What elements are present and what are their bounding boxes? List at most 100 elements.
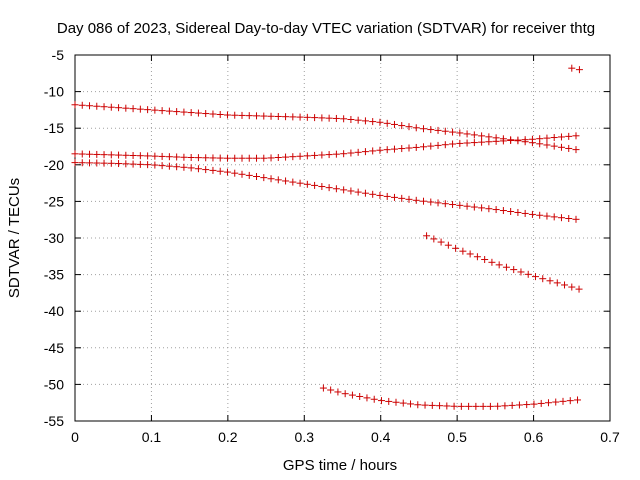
data-point xyxy=(550,134,558,142)
data-point xyxy=(253,154,261,162)
data-point xyxy=(144,152,152,160)
data-point xyxy=(303,152,311,160)
data-point xyxy=(107,103,115,111)
data-point xyxy=(502,263,510,271)
x-tick-label: 0.1 xyxy=(142,429,162,445)
data-point xyxy=(165,153,173,161)
data-point xyxy=(245,112,253,120)
data-point xyxy=(136,160,144,168)
data-point xyxy=(71,150,79,158)
data-point xyxy=(86,102,94,110)
data-point xyxy=(173,153,181,161)
data-point xyxy=(572,132,580,140)
data-point xyxy=(267,154,275,162)
data-point xyxy=(311,114,319,122)
data-point xyxy=(377,397,385,405)
data-point xyxy=(565,144,573,152)
data-point xyxy=(376,191,384,199)
data-point xyxy=(151,106,159,114)
data-point xyxy=(430,235,438,243)
data-point xyxy=(144,161,152,169)
data-point xyxy=(100,159,108,167)
data-point xyxy=(173,108,181,116)
data-point xyxy=(499,207,507,215)
data-point xyxy=(332,185,340,193)
data-point xyxy=(420,197,428,205)
data-point xyxy=(296,179,304,187)
data-point xyxy=(414,401,422,409)
data-point xyxy=(289,153,297,161)
data-point xyxy=(194,154,202,162)
data-point xyxy=(507,136,515,144)
data-point xyxy=(450,402,458,410)
data-point xyxy=(574,396,582,404)
data-point xyxy=(122,104,130,112)
data-point xyxy=(238,111,246,119)
data-point xyxy=(449,201,457,209)
data-point xyxy=(369,147,377,155)
data-point xyxy=(340,115,348,123)
data-point xyxy=(557,133,565,141)
data-point xyxy=(466,250,474,258)
data-point xyxy=(115,151,123,159)
data-point xyxy=(223,111,231,119)
data-point xyxy=(165,162,173,170)
data-point xyxy=(524,270,532,278)
data-point xyxy=(553,279,561,287)
data-point xyxy=(523,401,531,409)
x-tick-label: 0.5 xyxy=(447,429,467,445)
data-point xyxy=(311,151,319,159)
data-point xyxy=(485,138,493,146)
data-point xyxy=(528,135,536,143)
data-point xyxy=(245,171,253,179)
x-tick-label: 0.7 xyxy=(600,429,620,445)
axis-ticks: 0 0.1 0.2 0.3 0.4 0.5 0.6 0.7 -5 -10 -15 -20 -25 -30 -… xyxy=(44,47,620,445)
data-point xyxy=(376,146,384,154)
data-point xyxy=(348,391,356,399)
data-point xyxy=(449,128,457,136)
data-point xyxy=(543,134,551,142)
data-point xyxy=(441,200,449,208)
data-point xyxy=(552,398,560,406)
y-tick-label: -40 xyxy=(44,303,64,319)
data-point xyxy=(354,148,362,156)
data-point xyxy=(481,256,489,264)
data-point xyxy=(144,106,152,114)
data-point xyxy=(274,154,282,162)
data-point xyxy=(456,201,464,209)
data-point xyxy=(492,206,500,214)
data-point xyxy=(470,139,478,147)
data-point xyxy=(537,399,545,407)
data-point xyxy=(334,388,342,396)
data-point xyxy=(544,399,552,407)
data-point xyxy=(78,159,86,167)
data-point xyxy=(390,145,398,153)
data-point xyxy=(296,113,304,121)
data-point xyxy=(473,253,481,261)
data-point xyxy=(369,190,377,198)
data-point xyxy=(557,143,565,151)
data-point xyxy=(499,137,507,145)
data-point xyxy=(231,169,239,177)
data-point xyxy=(420,143,428,151)
data-point xyxy=(575,66,583,74)
data-point xyxy=(494,402,502,410)
data-point xyxy=(543,212,551,220)
data-point xyxy=(521,209,529,217)
data-point xyxy=(470,203,478,211)
data-point xyxy=(71,101,79,109)
data-point xyxy=(238,154,246,162)
data-point xyxy=(412,143,420,151)
data-point xyxy=(202,110,210,118)
data-point xyxy=(180,163,188,171)
data-point xyxy=(363,394,371,402)
y-tick-label: -45 xyxy=(44,340,64,356)
data-point xyxy=(565,215,573,223)
data-point xyxy=(536,211,544,219)
data-point xyxy=(202,154,210,162)
y-axis-title: SDTVAR / TECUs xyxy=(6,178,23,298)
data-point xyxy=(78,101,86,109)
data-point xyxy=(452,244,460,252)
x-axis-title: GPS time / hours xyxy=(283,457,397,474)
data-point xyxy=(463,202,471,210)
